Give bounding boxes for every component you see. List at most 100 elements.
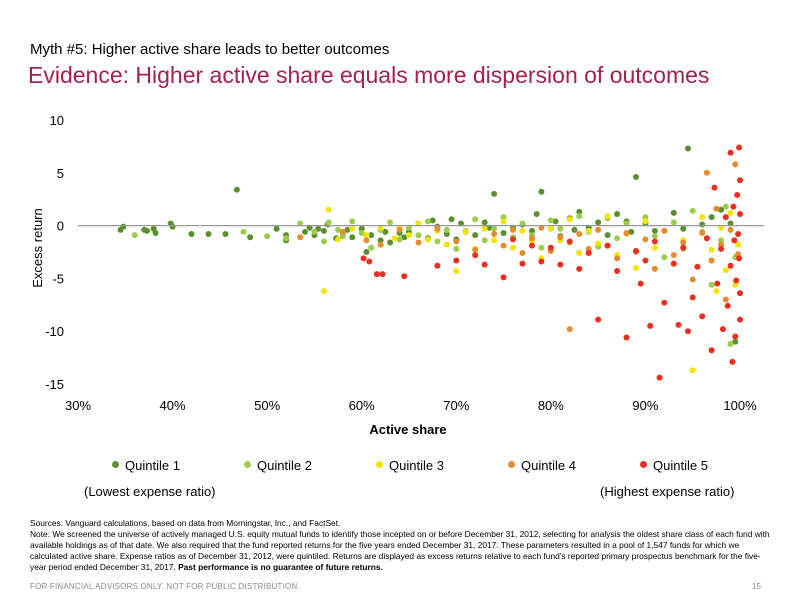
data-point bbox=[651, 265, 658, 272]
data-point bbox=[722, 214, 729, 221]
series-quintile-5 bbox=[360, 144, 743, 381]
data-point bbox=[486, 224, 493, 231]
data-point bbox=[415, 220, 422, 227]
data-point bbox=[500, 218, 507, 225]
data-point bbox=[642, 257, 649, 264]
legend-item-quintile-3: Quintile 3 bbox=[376, 458, 444, 473]
data-point bbox=[604, 213, 611, 220]
data-point bbox=[547, 244, 554, 251]
data-point bbox=[732, 333, 739, 340]
data-point bbox=[434, 262, 441, 269]
data-point bbox=[699, 214, 706, 221]
data-point bbox=[382, 228, 389, 235]
past-performance-disclaimer: Past performance is no guarantee of futu… bbox=[178, 562, 383, 572]
data-point bbox=[424, 218, 431, 225]
data-point bbox=[737, 210, 743, 217]
data-point bbox=[528, 235, 535, 242]
data-point bbox=[188, 231, 195, 238]
data-point bbox=[623, 334, 630, 341]
data-point bbox=[349, 218, 356, 225]
data-point bbox=[500, 274, 507, 281]
data-point bbox=[443, 226, 450, 233]
data-point bbox=[491, 231, 498, 238]
data-point bbox=[434, 238, 441, 245]
data-point bbox=[453, 268, 460, 275]
data-point bbox=[727, 262, 734, 269]
data-point bbox=[453, 257, 460, 264]
data-point bbox=[379, 271, 386, 278]
data-point bbox=[689, 276, 696, 283]
data-point bbox=[576, 208, 583, 215]
data-point bbox=[724, 302, 731, 309]
data-point bbox=[472, 232, 479, 239]
legend-label-1: Quintile 1 bbox=[125, 458, 180, 473]
y-tick-label: -5 bbox=[52, 271, 64, 286]
x-tick-label: 80% bbox=[538, 398, 564, 413]
data-point bbox=[222, 231, 229, 238]
note-text: Note: We screened the universe of active… bbox=[30, 529, 770, 572]
data-point bbox=[576, 231, 583, 238]
data-point bbox=[283, 235, 290, 242]
legend-item-quintile-2: Quintile 2 bbox=[244, 458, 312, 473]
data-point bbox=[651, 238, 658, 245]
data-point bbox=[377, 224, 384, 231]
data-point bbox=[718, 245, 725, 252]
x-axis-label: Active share bbox=[369, 422, 446, 437]
y-tick-label: -10 bbox=[45, 324, 64, 339]
data-point bbox=[205, 231, 212, 238]
data-point bbox=[360, 255, 367, 262]
data-point bbox=[335, 236, 342, 243]
data-point bbox=[538, 224, 545, 231]
data-point bbox=[339, 233, 346, 240]
data-point bbox=[429, 217, 436, 224]
legend-label-5: Quintile 5 bbox=[653, 458, 708, 473]
x-tick-label: 40% bbox=[160, 398, 186, 413]
x-tick-label: 60% bbox=[349, 398, 375, 413]
data-point bbox=[680, 244, 687, 251]
data-point bbox=[703, 169, 710, 176]
legend-marker-5 bbox=[640, 461, 647, 468]
data-point bbox=[737, 316, 743, 323]
data-point bbox=[557, 261, 564, 268]
data-point bbox=[566, 326, 573, 333]
data-point bbox=[510, 236, 517, 243]
methodology-note: Note: We screened the universe of active… bbox=[30, 529, 770, 573]
data-point bbox=[736, 144, 743, 151]
data-point bbox=[297, 220, 304, 227]
data-point bbox=[325, 219, 332, 226]
data-point bbox=[670, 252, 677, 259]
data-point bbox=[614, 235, 621, 242]
y-tick-label: -15 bbox=[45, 377, 64, 392]
data-point bbox=[694, 263, 701, 270]
data-point bbox=[297, 234, 304, 241]
data-point bbox=[718, 241, 725, 248]
page-number: 15 bbox=[752, 582, 761, 591]
slide-subtitle: Myth #5: Higher active share leads to be… bbox=[30, 41, 390, 58]
data-point bbox=[358, 229, 365, 236]
data-point bbox=[736, 255, 743, 262]
data-point bbox=[481, 225, 488, 232]
data-point bbox=[415, 232, 422, 239]
data-point bbox=[240, 228, 247, 235]
data-point bbox=[264, 233, 271, 240]
data-point bbox=[519, 227, 526, 234]
legend-item-quintile-5: Quintile 5 bbox=[640, 458, 708, 473]
data-point bbox=[708, 214, 715, 221]
legend-label-2: Quintile 2 bbox=[257, 458, 312, 473]
data-point bbox=[528, 227, 535, 234]
data-point bbox=[349, 225, 356, 232]
data-point bbox=[604, 232, 611, 239]
data-point bbox=[656, 374, 663, 381]
data-point bbox=[552, 218, 559, 225]
data-point bbox=[373, 271, 380, 278]
data-point bbox=[557, 225, 564, 232]
data-point bbox=[623, 229, 630, 236]
data-point bbox=[711, 184, 718, 191]
data-point bbox=[684, 145, 691, 152]
data-point bbox=[500, 229, 507, 236]
data-point bbox=[642, 218, 649, 225]
data-point bbox=[247, 234, 254, 241]
data-point bbox=[387, 219, 394, 226]
legend-label-4: Quintile 4 bbox=[521, 458, 576, 473]
data-point bbox=[708, 246, 715, 253]
